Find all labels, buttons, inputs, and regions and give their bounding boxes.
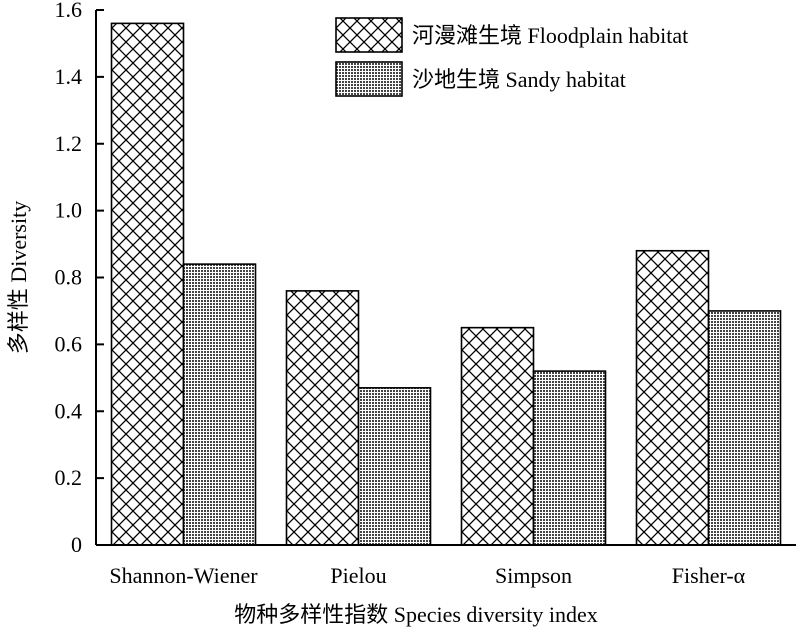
x-tick-label: Pielou bbox=[330, 563, 386, 588]
x-tick-label: Simpson bbox=[495, 563, 572, 588]
bar-floodplain-0 bbox=[110, 22, 185, 546]
bars-layer bbox=[110, 22, 782, 546]
y-tick-label: 0.2 bbox=[55, 465, 83, 490]
bar-sandy-1 bbox=[357, 387, 432, 546]
legend: 河漫滩生境 Floodplain habitat 沙地生境 Sandy habit… bbox=[335, 17, 688, 97]
x-tick-label: Fisher-α bbox=[672, 563, 746, 588]
y-tick-label: 1.6 bbox=[55, 0, 83, 22]
legend-label-floodplain: 河漫滩生境 Floodplain habitat bbox=[412, 23, 688, 48]
y-ticks: 0 0.2 0.4 0.6 0.8 1.0 1.2 1.4 1.6 bbox=[55, 0, 104, 557]
x-axis-label: 物种多样性指数 Species diversity index bbox=[234, 602, 598, 627]
bar-floodplain-2 bbox=[460, 326, 535, 546]
legend-swatch-sandy bbox=[335, 61, 403, 97]
legend-label-sandy: 沙地生境 Sandy habitat bbox=[412, 67, 626, 92]
y-tick-label: 0 bbox=[71, 532, 82, 557]
y-tick-label: 1.4 bbox=[55, 64, 83, 89]
y-tick-label: 0.6 bbox=[55, 331, 83, 356]
bar-sandy-3 bbox=[707, 310, 782, 546]
y-tick-label: 0.4 bbox=[55, 398, 83, 423]
legend-swatch-floodplain bbox=[335, 17, 403, 53]
bar-sandy-0 bbox=[182, 263, 257, 546]
y-axis-label: 多样性 Diversity bbox=[6, 201, 31, 354]
x-tick-label: Shannon-Wiener bbox=[109, 563, 258, 588]
y-tick-label: 1.0 bbox=[55, 198, 83, 223]
y-tick-label: 0.8 bbox=[55, 265, 83, 290]
x-tick-labels: Shannon-Wiener Pielou Simpson Fisher-α bbox=[109, 563, 745, 588]
bar-sandy-2 bbox=[532, 370, 607, 546]
y-tick-label: 1.2 bbox=[55, 131, 83, 156]
bar-floodplain-3 bbox=[635, 249, 710, 546]
bar-floodplain-1 bbox=[285, 290, 360, 546]
